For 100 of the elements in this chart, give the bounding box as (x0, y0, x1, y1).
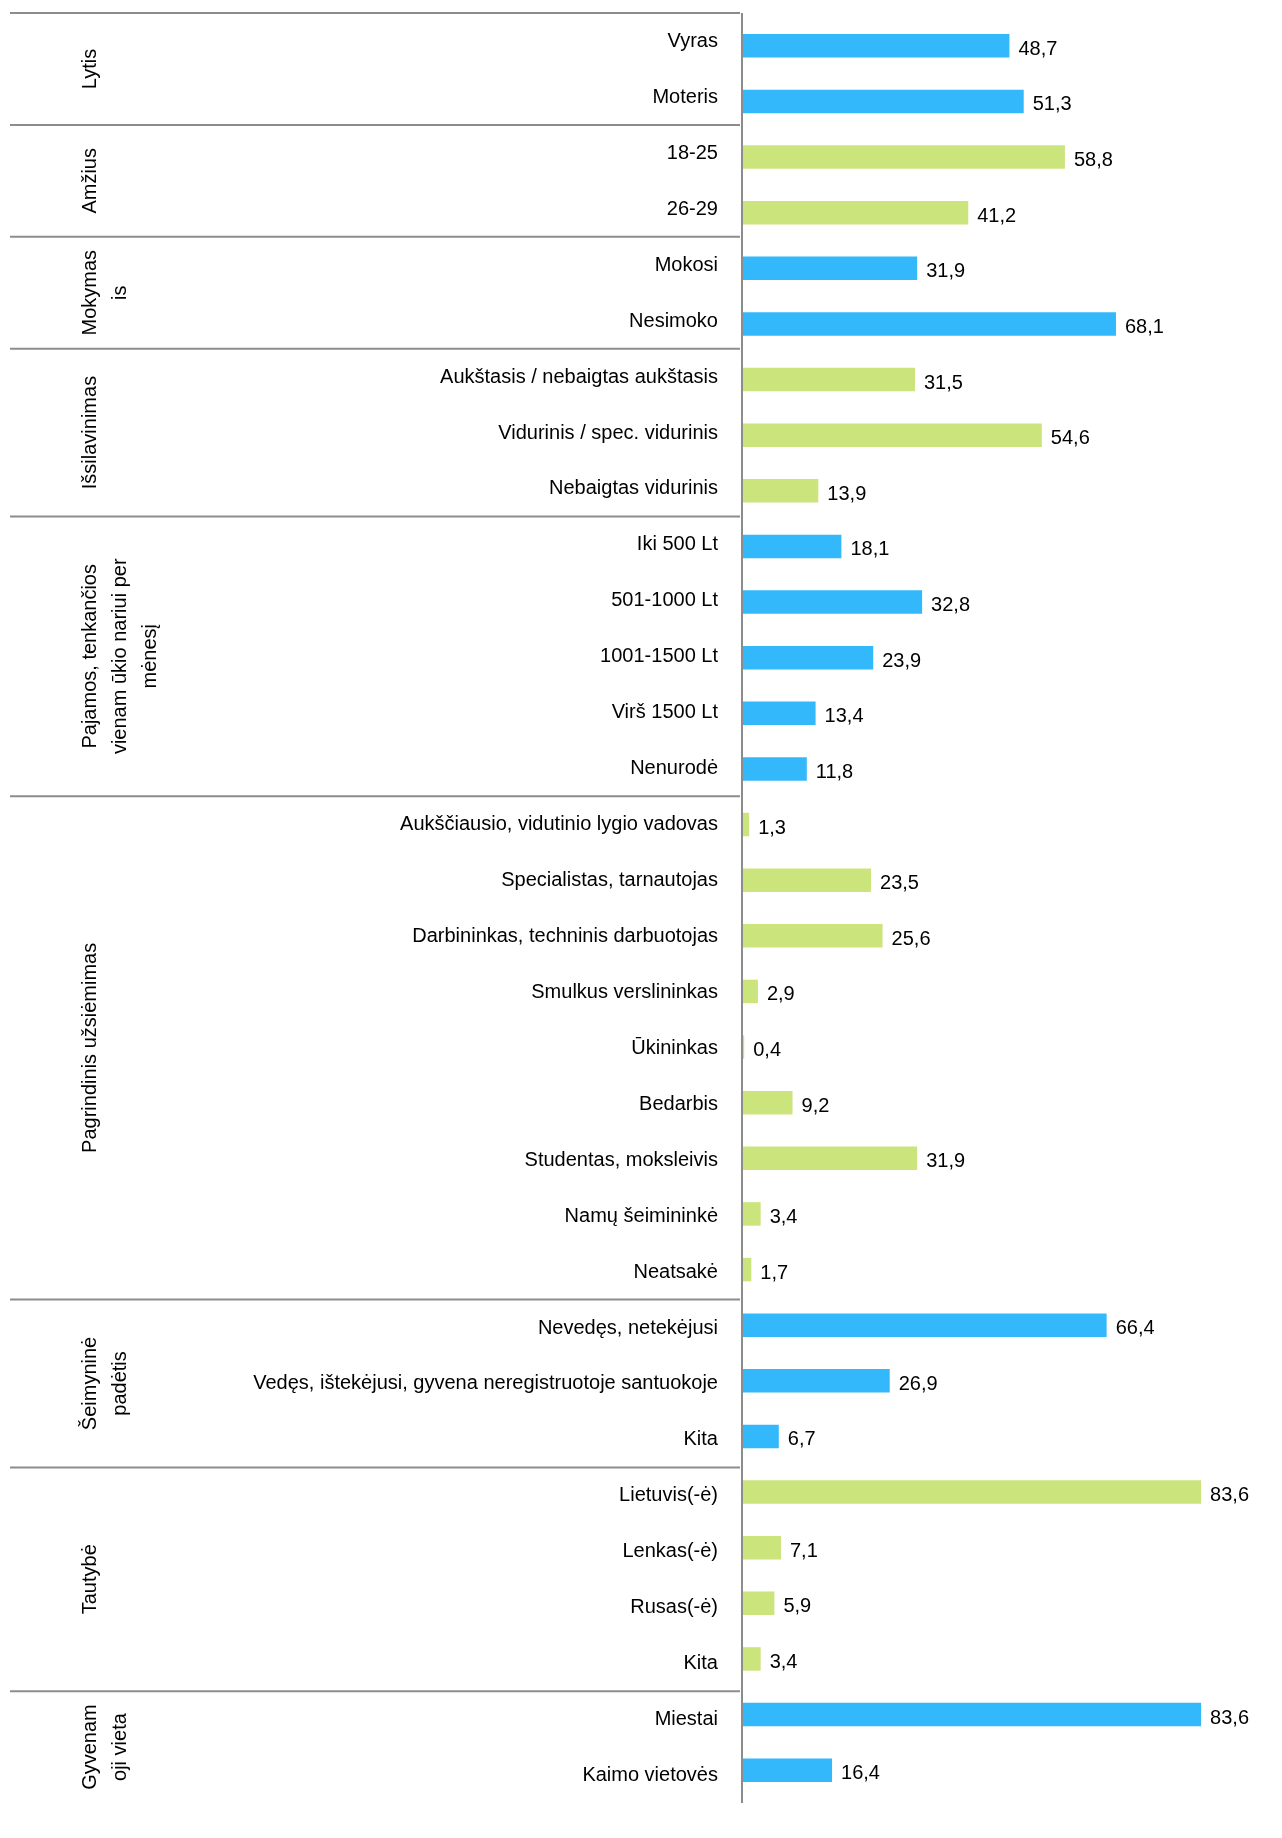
data-label: 32,8 (931, 593, 971, 616)
y-tick-label: Nenurodė (630, 756, 718, 779)
text: Pagrindinis užsiėmimas (78, 942, 100, 1153)
text: Mokymas is (78, 249, 130, 336)
y-tick-label: Virš 1500 Lt (611, 700, 719, 723)
y-tick-label: Studentas, moksleivis (524, 1147, 718, 1170)
bar (742, 256, 918, 281)
data-label: 23,5 (880, 871, 919, 894)
data-label: 25,6 (891, 926, 931, 949)
data-label: 83,6 (1210, 1705, 1250, 1728)
text: Išsilavinimas (78, 375, 100, 490)
data-label: 31,9 (926, 1149, 966, 1172)
data-label: 3,4 (769, 1204, 798, 1227)
bar (742, 979, 758, 1004)
data-label: 68,1 (1124, 314, 1164, 337)
data-label: 1,7 (760, 1260, 789, 1283)
y-tick-label: Vedęs, ištekėjusi, gyvena neregistruotoje santuokoje (253, 1371, 718, 1394)
data-label: 13,4 (824, 704, 864, 727)
bar (742, 1369, 890, 1393)
y-tick-label: Lietuvis(-ė) (619, 1483, 718, 1506)
y-tick-label: Darbininkas, techninis darbuotojas (412, 923, 718, 946)
bar (742, 1758, 833, 1782)
y-tick-label: Vidurinis / spec. vidurinis (498, 420, 718, 443)
y-tick-label: Aukščiausio, vidutinio lygio vadovas (400, 812, 718, 835)
bar (742, 1202, 761, 1226)
y-tick-label: Mokosi (654, 252, 718, 275)
data-label: 2,9 (766, 982, 795, 1005)
text: Tautybė (78, 1544, 100, 1615)
y-tick-label: Smulkus verslininkas (531, 979, 718, 1002)
bar (742, 1090, 793, 1115)
y-tick-label: Kita (683, 1651, 719, 1674)
bar (742, 479, 819, 503)
bar (742, 145, 1065, 169)
y-tick-label: Miestai (654, 1707, 718, 1730)
text: Pajamos, tenkančios vienam ūkio nariui per mėnesį (78, 558, 160, 755)
data-label: 1,3 (758, 815, 786, 838)
data-label: 58,8 (1073, 148, 1113, 171)
bar (742, 1146, 918, 1171)
bar (742, 200, 969, 225)
bar (742, 367, 915, 392)
y-tick-label: Kaimo vietovės (582, 1763, 718, 1786)
y-tick-label: Moteris (652, 84, 718, 107)
bar (742, 1647, 761, 1671)
text: Šeimyninė padėtis (78, 1336, 130, 1431)
bar (742, 1424, 779, 1449)
bar (742, 868, 872, 892)
bar (742, 534, 842, 559)
data-label: 54,6 (1050, 426, 1090, 449)
y-tick-label: 18-25 (666, 140, 718, 163)
data-label: 23,9 (882, 648, 922, 671)
y-tick-label: Bedarbis (639, 1091, 718, 1114)
data-label: 26,9 (898, 1371, 938, 1394)
y-tick-label: Rusas(-ė) (630, 1595, 718, 1618)
bar (742, 1702, 1202, 1727)
bar (742, 312, 1116, 336)
y-tick-label: Nesimoko (629, 308, 718, 331)
data-label: 5,9 (783, 1594, 812, 1617)
y-tick-label: Vyras (667, 28, 718, 51)
y-tick-label: Neatsakė (633, 1259, 718, 1282)
data-label: 11,8 (815, 759, 854, 782)
data-label: 13,9 (827, 481, 867, 504)
bar (742, 423, 1042, 447)
y-tick-label: Iki 500 Lt (636, 532, 719, 555)
bar (742, 701, 816, 726)
text: Gyvenam oji vieta (78, 1704, 130, 1790)
data-label: 6,7 (787, 1427, 816, 1450)
data-label: 3,4 (769, 1649, 798, 1672)
data-label: 83,6 (1210, 1483, 1250, 1506)
y-tick-label: Lenkas(-ė) (622, 1539, 718, 1562)
data-label: 31,5 (923, 370, 963, 393)
data-label: 18,1 (850, 537, 890, 560)
y-tick-label: Specialistas, tarnautojas (501, 868, 718, 891)
data-label: 31,9 (926, 259, 966, 282)
data-label: 51,3 (1032, 92, 1072, 115)
bar (742, 34, 1010, 58)
bar (742, 757, 807, 781)
data-label: 0,4 (753, 1038, 782, 1061)
data-label: 9,2 (801, 1093, 830, 1116)
bar (742, 645, 874, 670)
bar (742, 1480, 1202, 1504)
bar (742, 1535, 781, 1560)
y-tick-label: 26-29 (666, 196, 718, 219)
bar (742, 1313, 1107, 1337)
y-tick-label: 1001-1500 Lt (600, 644, 719, 667)
y-tick-label: Nevedęs, netekėjusi (537, 1315, 718, 1338)
text: Amžius (78, 148, 100, 214)
y-tick-label: Namų šeimininkė (564, 1203, 718, 1226)
data-label: 66,4 (1115, 1316, 1155, 1339)
bar (742, 89, 1024, 114)
data-label: 7,1 (789, 1538, 818, 1561)
y-tick-label: Kita (683, 1427, 719, 1450)
y-tick-label: Nebaigtas vidurinis (549, 476, 718, 499)
y-tick-label: Ūkininkas (631, 1035, 718, 1058)
bar (742, 1591, 775, 1616)
bar (742, 924, 883, 948)
data-label: 48,7 (1018, 36, 1058, 59)
y-tick-label: 501-1000 Lt (611, 588, 719, 611)
bar (742, 590, 923, 614)
data-label: 16,4 (841, 1761, 880, 1784)
text: Lytis (78, 48, 100, 90)
